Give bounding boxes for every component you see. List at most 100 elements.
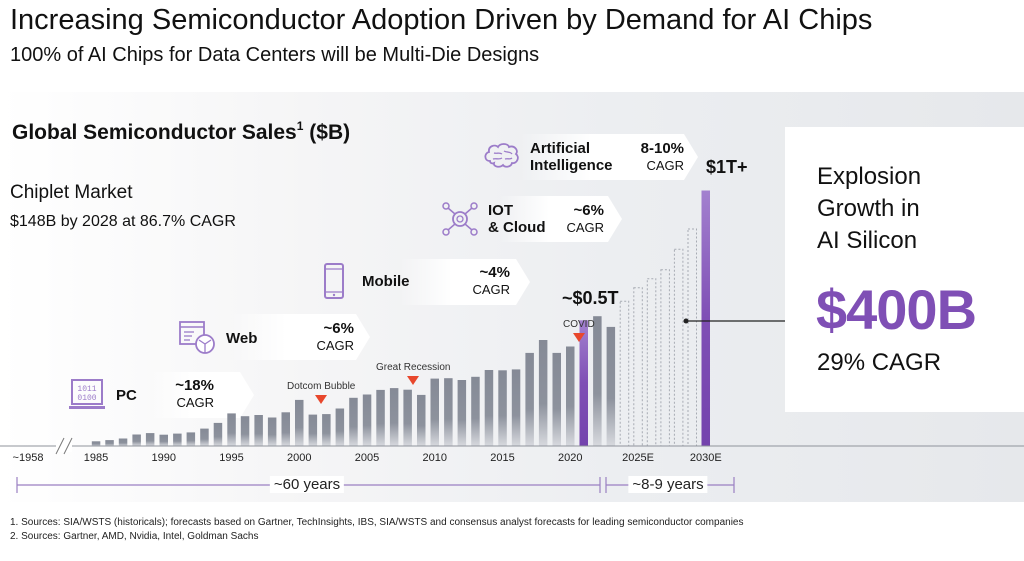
bar-1997 (254, 415, 263, 446)
bar-2013 (471, 376, 480, 446)
bar-2005 (362, 394, 372, 446)
bar-1998 (267, 417, 277, 446)
bar-2022 (593, 316, 602, 446)
footnote-ref: 1 (296, 119, 304, 133)
event-label-great-recession: Great Recession (376, 362, 451, 373)
event-label-dotcom: Dotcom Bubble (287, 381, 356, 392)
x-tick-2030E: 2030E (689, 452, 722, 464)
rate-iot-value: ~6% (573, 202, 604, 219)
ai-silicon-cagr: 29% CAGR (817, 349, 942, 376)
bar-2011 (444, 378, 453, 446)
bar-2027E (660, 269, 670, 447)
callout-iot (500, 196, 622, 242)
event-marker-great-recession (407, 376, 419, 385)
span-label-8-9-years: ~8-9 years (628, 476, 708, 493)
bar-1990 (159, 434, 168, 446)
callout-ai (520, 134, 698, 180)
event-marker-dotcom (315, 395, 327, 404)
rate-ai: 8-10% CAGR (632, 140, 684, 174)
ai-heading-line2: Growth in (817, 195, 920, 222)
bar-2016 (511, 369, 521, 446)
chart-title-text: Global Semiconductor Sales (12, 121, 297, 144)
binary-laptop-icon: 1011 0100 (69, 379, 105, 409)
rate-mobile: ~4% CAGR (462, 264, 510, 298)
bar-2017 (525, 352, 534, 446)
bar-2002 (322, 414, 331, 446)
axis-break-gap (56, 440, 72, 452)
bars-group (91, 190, 710, 447)
chiplet-market-title: Chiplet Market (10, 182, 133, 203)
svg-text:0100: 0100 (77, 394, 96, 403)
era-iot-cloud: IOT & Cloud (440, 201, 546, 237)
callout-pc (150, 372, 254, 418)
bar-1993 (200, 428, 209, 446)
footnotes: 1. Sources: SIA/WSTS (historicals); fore… (10, 516, 743, 544)
bar-1989 (145, 433, 155, 446)
chart-title: Global Semiconductor Sales1 ($B) (12, 119, 350, 145)
x-tick-2015: 2015 (490, 452, 515, 464)
bar-2028E (673, 248, 684, 447)
era-name-iot-cloud: IOT & Cloud (488, 202, 546, 236)
callout-mobile (400, 259, 530, 305)
bar-2007 (389, 388, 399, 446)
milestone-half-trillion: ~$0.5T (562, 288, 619, 308)
bar-2020 (566, 346, 575, 446)
bar-1995 (227, 413, 236, 446)
rate-ai-value: 8-10% (640, 140, 684, 157)
bar-2029E (687, 228, 697, 447)
mobile-phone-icon (324, 263, 344, 299)
era-name-pc: PC (116, 386, 137, 404)
rate-web: ~6% CAGR (308, 320, 354, 354)
bar-2018 (538, 340, 548, 446)
svg-text:1011: 1011 (77, 385, 96, 394)
bar-1992 (186, 432, 196, 446)
brain-icon (484, 143, 519, 168)
rate-pc-value: ~18% (175, 377, 214, 394)
bar-2006 (376, 389, 385, 446)
bar-2010 (430, 378, 439, 446)
rate-iot-unit: CAGR (566, 220, 604, 235)
bar-1996 (240, 416, 250, 446)
bar-1986 (105, 440, 114, 446)
x-tick-2000: 2000 (287, 452, 312, 464)
ai-silicon-box: Explosion Growth in AI Silicon $400B 29%… (785, 127, 1024, 412)
bar-1985 (91, 441, 101, 446)
rate-mobile-unit: CAGR (472, 282, 510, 297)
era-name-ai: Artificial Intelligence (530, 140, 613, 174)
x-tick-1990: 1990 (151, 452, 176, 464)
bar-2014 (484, 370, 494, 446)
bar-2019 (552, 352, 561, 446)
rate-web-value: ~6% (323, 320, 354, 337)
bar-2001 (308, 414, 318, 446)
rate-web-unit: CAGR (316, 338, 354, 353)
bar-1987 (118, 438, 128, 446)
bar-1988 (132, 434, 141, 446)
ai-silicon-value: $400B (816, 278, 977, 341)
era-pc: 1011 0100 PC (68, 377, 137, 413)
rate-pc-unit: CAGR (176, 395, 214, 410)
callout-web (230, 314, 370, 360)
era-name-mobile: Mobile (362, 272, 410, 290)
bar-2026E (646, 278, 657, 447)
axis-break-mark-1 (55, 437, 65, 455)
rate-pc: ~18% CAGR (170, 377, 214, 411)
ai-silicon-heading: Explosion Growth in AI Silicon (817, 161, 921, 257)
ai-connector-dot (683, 318, 689, 324)
x-tick-2025E: 2025E (622, 452, 654, 464)
x-tick-1985: 1985 (83, 452, 109, 464)
era-name-cloud: & Cloud (488, 219, 546, 236)
chart-title-unit: ($B) (309, 121, 351, 144)
ai-heading-line1: Explosion (817, 163, 922, 190)
chiplet-market-detail: $148B by 2028 at 86.7% CAGR (10, 213, 236, 230)
bar-2023 (606, 326, 616, 446)
milestone-trillion: $1T+ (706, 157, 748, 177)
era-mobile: Mobile (314, 263, 410, 299)
bar-1991 (173, 433, 182, 446)
web-globe-icon (179, 321, 215, 354)
rate-ai-unit: CAGR (646, 158, 684, 173)
bar-2003 (335, 408, 345, 446)
bar-2012 (457, 380, 467, 446)
bar-2008 (403, 389, 412, 446)
event-marker-covid (573, 333, 585, 342)
